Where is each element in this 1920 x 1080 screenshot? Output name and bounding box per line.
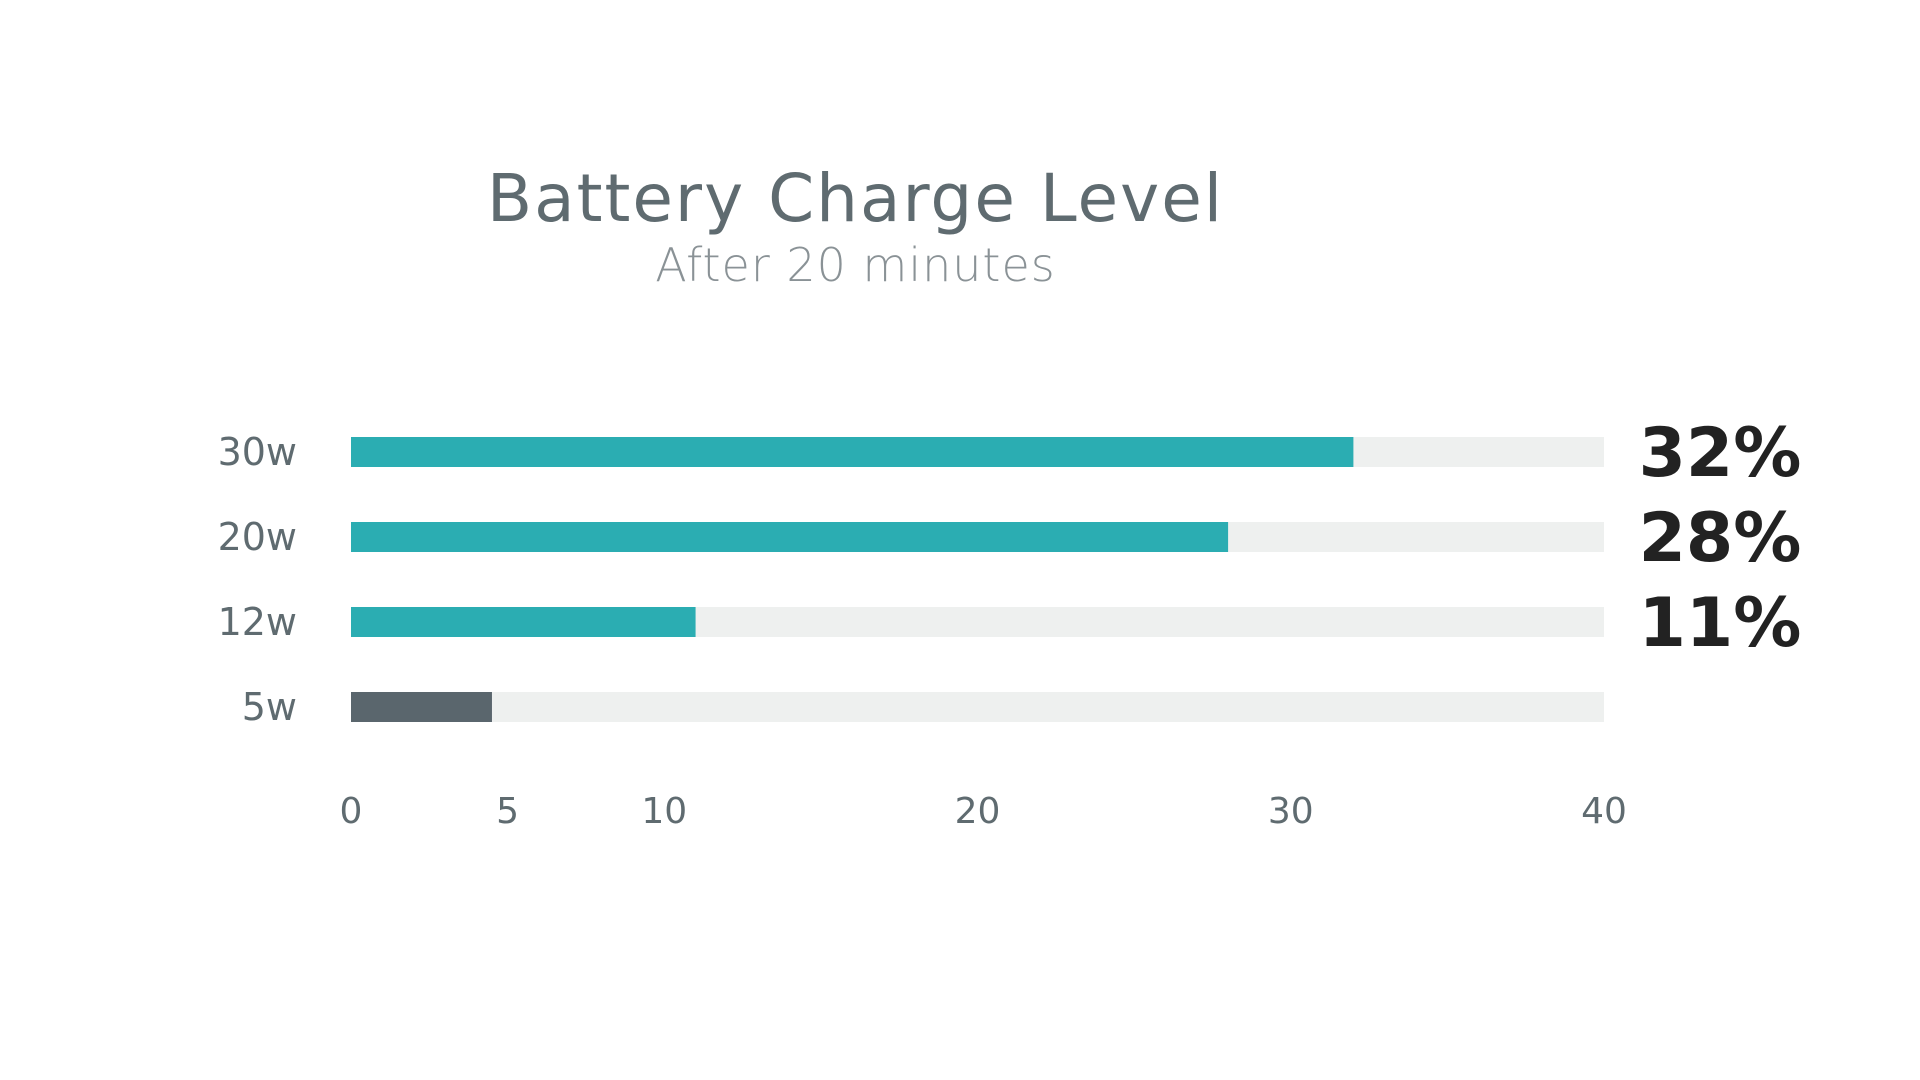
x-tick-label: 20 xyxy=(955,791,1001,832)
value-label: 28% xyxy=(1639,499,1802,578)
value-label: 11% xyxy=(1639,584,1802,663)
bar-track xyxy=(351,692,1604,722)
category-label: 30w xyxy=(218,430,297,474)
bar xyxy=(351,522,1229,552)
x-tick-label: 40 xyxy=(1581,791,1627,832)
bar xyxy=(351,607,696,637)
chart-title: Battery Charge Level xyxy=(486,160,1225,237)
x-tick-label: 5 xyxy=(496,791,519,832)
category-label: 20w xyxy=(218,515,297,559)
x-tick-label: 30 xyxy=(1268,791,1314,832)
bar xyxy=(351,692,492,722)
value-label: 32% xyxy=(1639,414,1802,493)
x-tick-label: 10 xyxy=(641,791,687,832)
x-tick-label: 0 xyxy=(340,791,363,832)
bar xyxy=(351,437,1354,467)
chart-subtitle: After 20 minutes xyxy=(655,238,1056,292)
category-label: 5w xyxy=(242,685,297,729)
category-label: 12w xyxy=(218,600,297,644)
